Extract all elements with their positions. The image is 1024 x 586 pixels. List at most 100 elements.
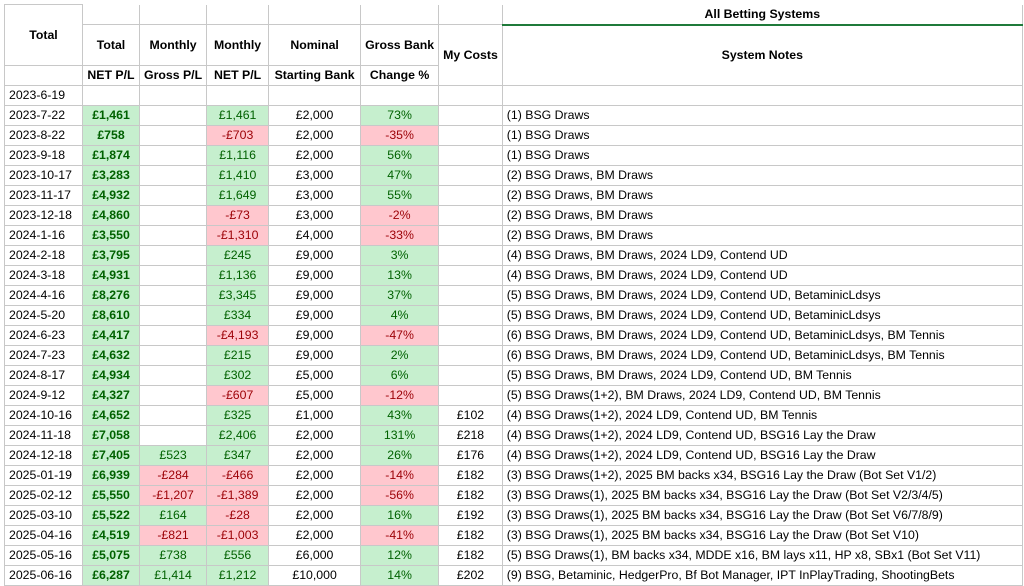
cell-monthly-gross[interactable] bbox=[138, 305, 208, 326]
cell-total-net[interactable]: £4,932 bbox=[82, 185, 140, 206]
cell-my-costs[interactable]: £182 bbox=[438, 485, 503, 506]
cell-date[interactable]: 2024-7-23 bbox=[4, 345, 83, 366]
cell-system-notes[interactable]: (1) BSG Draws bbox=[501, 145, 1023, 166]
cell-total-net[interactable]: £3,795 bbox=[82, 245, 140, 266]
cell-total-net[interactable]: £4,934 bbox=[82, 365, 140, 386]
header-monthly-gross-bottom[interactable]: Gross P/L bbox=[138, 65, 208, 86]
cell-total-net[interactable]: £4,860 bbox=[82, 205, 140, 226]
cell-starting-bank[interactable]: £4,000 bbox=[268, 225, 362, 246]
cell-starting-bank[interactable]: £9,000 bbox=[268, 305, 362, 326]
cell-starting-bank[interactable]: £2,000 bbox=[268, 505, 362, 526]
cell-my-costs[interactable] bbox=[438, 245, 503, 266]
cell-my-costs[interactable]: £182 bbox=[438, 465, 503, 486]
cell-system-notes[interactable]: (5) BSG Draws(1+2), BM Draws, 2024 LD9, … bbox=[501, 385, 1023, 406]
cell-my-costs[interactable] bbox=[438, 285, 503, 306]
cell-gross-change[interactable]: -47% bbox=[360, 325, 440, 346]
cell-system-notes[interactable]: (4) BSG Draws, BM Draws, 2024 LD9, Conte… bbox=[501, 265, 1023, 286]
cell-monthly-gross[interactable] bbox=[138, 285, 208, 306]
cell-monthly-net[interactable]: £1,136 bbox=[206, 265, 270, 286]
cell-my-costs[interactable] bbox=[438, 225, 503, 246]
cell-gross-change[interactable]: 4% bbox=[360, 305, 440, 326]
cell-system-notes[interactable]: (5) BSG Draws, BM Draws, 2024 LD9, Conte… bbox=[501, 285, 1023, 306]
cell-monthly-net[interactable]: -£28 bbox=[206, 505, 270, 526]
cell-total-net[interactable]: £5,522 bbox=[82, 505, 140, 526]
header-gross-change-top[interactable]: Gross Bank bbox=[360, 24, 440, 66]
cell-total-net[interactable]: £4,417 bbox=[82, 325, 140, 346]
cell-monthly-net[interactable]: £347 bbox=[206, 445, 270, 466]
cell-my-costs[interactable] bbox=[438, 345, 503, 366]
cell-total-net[interactable]: £758 bbox=[82, 125, 140, 146]
cell-my-costs[interactable]: £102 bbox=[438, 405, 503, 426]
cell-monthly-net[interactable]: -£1,389 bbox=[206, 485, 270, 506]
cell-starting-bank[interactable]: £9,000 bbox=[268, 245, 362, 266]
cell-starting-bank[interactable]: £2,000 bbox=[268, 125, 362, 146]
cell-date[interactable]: 2023-12-18 bbox=[4, 205, 83, 226]
header-total[interactable]: Total bbox=[4, 4, 83, 66]
cell-monthly-net[interactable]: -£1,310 bbox=[206, 225, 270, 246]
cell-monthly-net[interactable]: £2,406 bbox=[206, 425, 270, 446]
header-monthly-net-top[interactable]: Monthly bbox=[206, 24, 270, 66]
cell-gross-change[interactable]: 3% bbox=[360, 245, 440, 266]
cell-my-costs[interactable]: £192 bbox=[438, 505, 503, 526]
cell-gross-change[interactable]: 47% bbox=[360, 165, 440, 186]
cell-starting-bank[interactable]: £2,000 bbox=[268, 525, 362, 546]
cell-gross-change[interactable]: 13% bbox=[360, 265, 440, 286]
cell-starting-bank[interactable]: £9,000 bbox=[268, 265, 362, 286]
header-nominal-bottom[interactable]: Starting Bank bbox=[268, 65, 362, 86]
cell-monthly-gross[interactable]: -£1,207 bbox=[138, 485, 208, 506]
header-total-net-top[interactable]: Total bbox=[82, 24, 140, 66]
cell-starting-bank[interactable]: £6,000 bbox=[268, 545, 362, 566]
header-gross-change-bottom[interactable]: Change % bbox=[360, 65, 440, 86]
cell-system-notes[interactable]: (4) BSG Draws, BM Draws, 2024 LD9, Conte… bbox=[501, 245, 1023, 266]
header-monthly-gross-top[interactable]: Monthly bbox=[138, 24, 208, 66]
cell-my-costs[interactable]: £218 bbox=[438, 425, 503, 446]
cell-monthly-gross[interactable]: £523 bbox=[138, 445, 208, 466]
cell-monthly-gross[interactable] bbox=[138, 325, 208, 346]
cell-total-net[interactable]: £4,931 bbox=[82, 265, 140, 286]
cell-system-notes[interactable]: (1) BSG Draws bbox=[501, 125, 1023, 146]
cell-total-net[interactable]: £8,610 bbox=[82, 305, 140, 326]
cell-gross-change[interactable]: 2% bbox=[360, 345, 440, 366]
cell-monthly-net[interactable]: £556 bbox=[206, 545, 270, 566]
cell-system-notes[interactable]: (2) BSG Draws, BM Draws bbox=[501, 205, 1023, 226]
cell-monthly-gross[interactable] bbox=[138, 185, 208, 206]
cell-starting-bank[interactable]: £2,000 bbox=[268, 465, 362, 486]
cell-monthly-gross[interactable] bbox=[138, 425, 208, 446]
cell-system-notes[interactable]: (6) BSG Draws, BM Draws, 2024 LD9, Conte… bbox=[501, 325, 1023, 346]
cell-starting-bank[interactable]: £3,000 bbox=[268, 165, 362, 186]
cell-starting-bank[interactable]: £5,000 bbox=[268, 385, 362, 406]
header-monthly-net-bottom[interactable]: NET P/L bbox=[206, 65, 270, 86]
cell-total-net[interactable]: £5,550 bbox=[82, 485, 140, 506]
cell-gross-change[interactable]: 26% bbox=[360, 445, 440, 466]
cell-system-notes[interactable]: (6) BSG Draws, BM Draws, 2024 LD9, Conte… bbox=[501, 345, 1023, 366]
cell-date[interactable]: 2023-11-17 bbox=[4, 185, 83, 206]
cell-date[interactable]: 2024-2-18 bbox=[4, 245, 83, 266]
cell-gross-change[interactable]: -56% bbox=[360, 485, 440, 506]
cell-my-costs[interactable] bbox=[438, 85, 503, 106]
cell-starting-bank[interactable]: £2,000 bbox=[268, 105, 362, 126]
cell-monthly-net[interactable]: £3,345 bbox=[206, 285, 270, 306]
cell-system-notes[interactable]: (2) BSG Draws, BM Draws bbox=[501, 225, 1023, 246]
cell-total-net[interactable]: £4,519 bbox=[82, 525, 140, 546]
cell-monthly-gross[interactable]: £164 bbox=[138, 505, 208, 526]
cell-monthly-gross[interactable] bbox=[138, 145, 208, 166]
cell-monthly-gross[interactable] bbox=[138, 345, 208, 366]
cell-total-net[interactable]: £4,632 bbox=[82, 345, 140, 366]
cell-gross-change[interactable]: -33% bbox=[360, 225, 440, 246]
cell-monthly-net[interactable]: £215 bbox=[206, 345, 270, 366]
cell-date[interactable]: 2024-1-16 bbox=[4, 225, 83, 246]
cell-my-costs[interactable] bbox=[438, 185, 503, 206]
cell-total-net[interactable]: £7,058 bbox=[82, 425, 140, 446]
cell-monthly-gross[interactable] bbox=[138, 365, 208, 386]
cell-date[interactable]: 2024-9-12 bbox=[4, 385, 83, 406]
cell-gross-change[interactable]: -2% bbox=[360, 205, 440, 226]
cell-monthly-gross[interactable] bbox=[138, 85, 208, 106]
cell-monthly-gross[interactable] bbox=[138, 385, 208, 406]
cell-monthly-gross[interactable] bbox=[138, 245, 208, 266]
cell-monthly-net[interactable]: -£73 bbox=[206, 205, 270, 226]
cell-starting-bank[interactable]: £9,000 bbox=[268, 325, 362, 346]
cell-my-costs[interactable]: £176 bbox=[438, 445, 503, 466]
cell-monthly-net[interactable]: -£607 bbox=[206, 385, 270, 406]
header-system-notes[interactable]: System Notes bbox=[501, 24, 1023, 86]
cell-monthly-net[interactable]: £302 bbox=[206, 365, 270, 386]
